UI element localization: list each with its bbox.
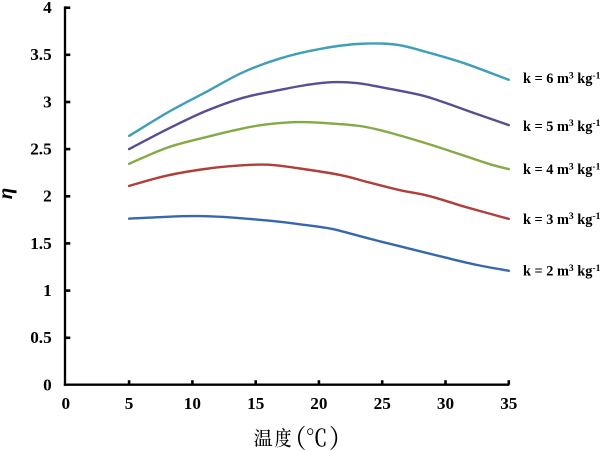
svg-text:1.5: 1.5 [30, 234, 51, 253]
svg-text:10: 10 [184, 394, 201, 413]
svg-text:2: 2 [43, 187, 52, 206]
svg-text:35: 35 [500, 394, 517, 413]
svg-text:k = 2 m3 kg-1: k = 2 m3 kg-1 [523, 263, 600, 280]
svg-text:4: 4 [43, 0, 52, 17]
svg-text:0.5: 0.5 [30, 328, 51, 347]
svg-text:k = 3 m3 kg-1: k = 3 m3 kg-1 [523, 211, 600, 228]
svg-text:2.5: 2.5 [30, 140, 51, 159]
svg-text:30: 30 [437, 394, 454, 413]
svg-text:3: 3 [43, 92, 52, 111]
svg-text:5: 5 [125, 394, 134, 413]
svg-text:k = 6 m3 kg-1: k = 6 m3 kg-1 [523, 70, 600, 87]
svg-text:η: η [0, 188, 17, 200]
svg-text:25: 25 [374, 394, 391, 413]
svg-text:0: 0 [43, 375, 52, 394]
svg-text:k = 5 m3 kg-1: k = 5 m3 kg-1 [523, 118, 600, 135]
svg-text:20: 20 [310, 394, 327, 413]
svg-text:3.5: 3.5 [30, 45, 51, 64]
svg-text:15: 15 [247, 394, 264, 413]
svg-text:1: 1 [43, 281, 52, 300]
svg-text:k = 4 m3 kg-1: k = 4 m3 kg-1 [523, 161, 600, 178]
svg-text:0: 0 [62, 394, 71, 413]
